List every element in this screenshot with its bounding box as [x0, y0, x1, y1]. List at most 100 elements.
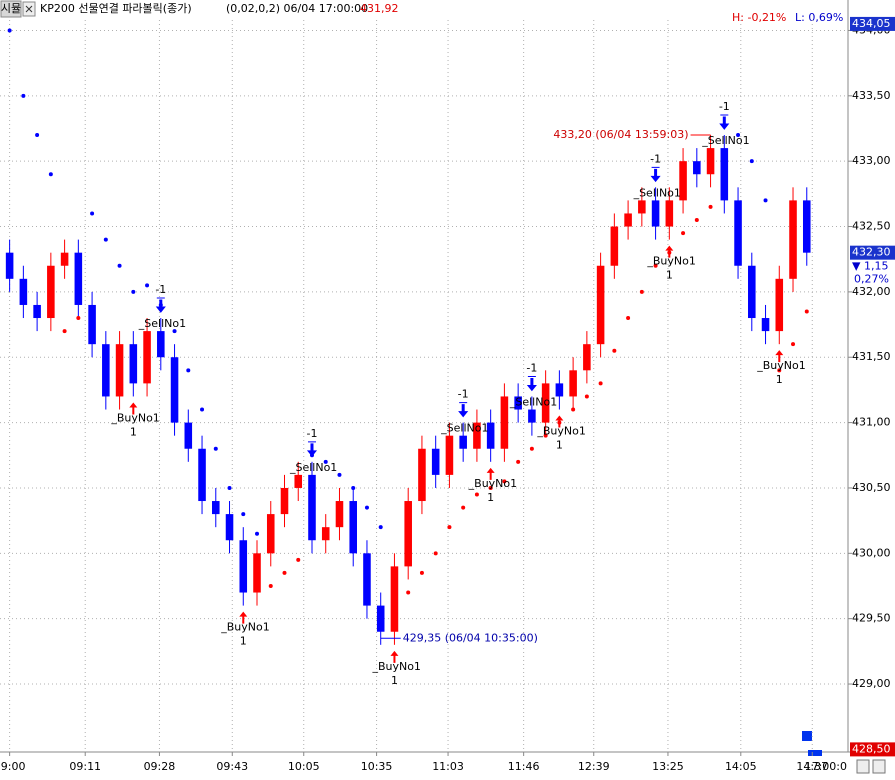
candle-body [486, 422, 495, 449]
candle-body [19, 278, 28, 305]
sar-dot [131, 289, 136, 294]
candle-body [761, 318, 770, 332]
tool-button[interactable] [856, 759, 870, 774]
price-change: ▼ 1,15 [852, 260, 888, 273]
candle-body [349, 501, 357, 554]
sar-dot [461, 505, 466, 510]
candle-body [473, 422, 481, 449]
sar-dot [804, 309, 809, 314]
x-tick-label: 11:46 [508, 760, 540, 773]
sar-dot [488, 485, 493, 490]
y-tick-label: 432,00 [852, 285, 891, 298]
current-price-label: 432,30 [852, 246, 891, 259]
x-tick-label: 10:35 [361, 760, 393, 773]
y-tick-label: 430,00 [852, 546, 891, 559]
sar-dot [392, 603, 397, 608]
y-tick-label: 433,50 [852, 89, 891, 102]
candle-body [514, 396, 522, 410]
candle-body [280, 487, 289, 515]
candle-body [88, 304, 96, 345]
sar-dot [722, 185, 727, 190]
sar-dot [35, 133, 40, 138]
sar-dot [584, 394, 589, 399]
sell-arrow [306, 441, 318, 457]
y-tick-label: 430,50 [852, 481, 891, 494]
high-change: H: -0,21% [732, 11, 786, 24]
signal-qty: -1 [719, 100, 730, 113]
candle-body [294, 474, 303, 488]
candle-body [102, 344, 110, 397]
end-time: 17:00:0 [805, 760, 847, 773]
signal-label: _SellNo1 [138, 317, 186, 330]
mode-button[interactable] [0, 0, 22, 18]
candle-body [528, 409, 536, 423]
sar-dot [351, 485, 356, 490]
candle-body [748, 265, 756, 319]
signal-label: _SellNo1 [289, 461, 337, 474]
candle-body [129, 344, 138, 384]
y-tick-label: 431,00 [852, 416, 891, 429]
buy-arrow [239, 611, 248, 624]
candle-body [583, 344, 591, 371]
tool-button[interactable] [872, 759, 886, 774]
buy-arrow [390, 650, 399, 663]
sar-dot [708, 204, 713, 209]
candle-body [74, 252, 83, 305]
candle-body [789, 200, 797, 279]
sar-dot [62, 329, 67, 334]
candle-body [734, 200, 742, 266]
y-tick-label: 433,00 [852, 154, 891, 167]
sar-dot [502, 479, 507, 484]
signal-qty: 1 [776, 373, 783, 386]
candle-body [541, 383, 550, 423]
candle-body [418, 448, 426, 502]
sar-dot [337, 472, 342, 477]
candle-body [665, 200, 674, 227]
buy-arrow [555, 415, 564, 428]
signal-qty: 1 [556, 439, 563, 452]
signal-label: _BuyNo1 [220, 621, 270, 634]
signal-qty: -1 [458, 388, 469, 401]
sar-dot [777, 368, 782, 373]
sar-dot [694, 217, 699, 222]
sar-dot [612, 348, 617, 353]
candle-body [404, 501, 412, 567]
sar-dot [117, 263, 122, 268]
candle-body [500, 396, 509, 449]
candle-body [33, 304, 41, 319]
sar-dot [255, 531, 260, 536]
candle-body [693, 161, 701, 175]
candle-body [638, 200, 646, 214]
sar-dot [282, 570, 287, 575]
x-tick-label: 10:05 [288, 760, 320, 773]
sar-dot [474, 492, 479, 497]
sar-dot [406, 590, 411, 595]
sar-dot [447, 525, 452, 530]
bottom-marker-box [850, 742, 895, 757]
candle-body [157, 331, 165, 358]
candle-body [610, 226, 619, 266]
low-note: 429,35 (06/04 10:35:00) [403, 631, 538, 644]
marker-square [802, 731, 812, 741]
signal-qty: 1 [666, 269, 673, 282]
x-tick-label: 09:28 [144, 760, 176, 773]
candle-body [198, 448, 206, 502]
signal-qty: -1 [650, 152, 661, 165]
candle-body [624, 213, 632, 227]
last-price: 431,92 [360, 2, 399, 15]
candle-body [115, 344, 124, 397]
buy-arrow [775, 350, 784, 363]
sar-dot [213, 446, 218, 451]
signal-qty: -1 [307, 427, 318, 440]
candle-body [431, 448, 440, 475]
signal-label: _BuyNo1 [536, 425, 586, 438]
candle-body [170, 357, 179, 423]
signal-label: _SellNo1 [633, 186, 681, 199]
x-tick-label: 14:37 [796, 760, 828, 773]
candle-body [225, 514, 234, 541]
candle-body [266, 514, 275, 554]
high-note: 433,20 (06/04 13:59:03) [553, 128, 688, 141]
y-tick-label: 432,50 [852, 220, 891, 233]
